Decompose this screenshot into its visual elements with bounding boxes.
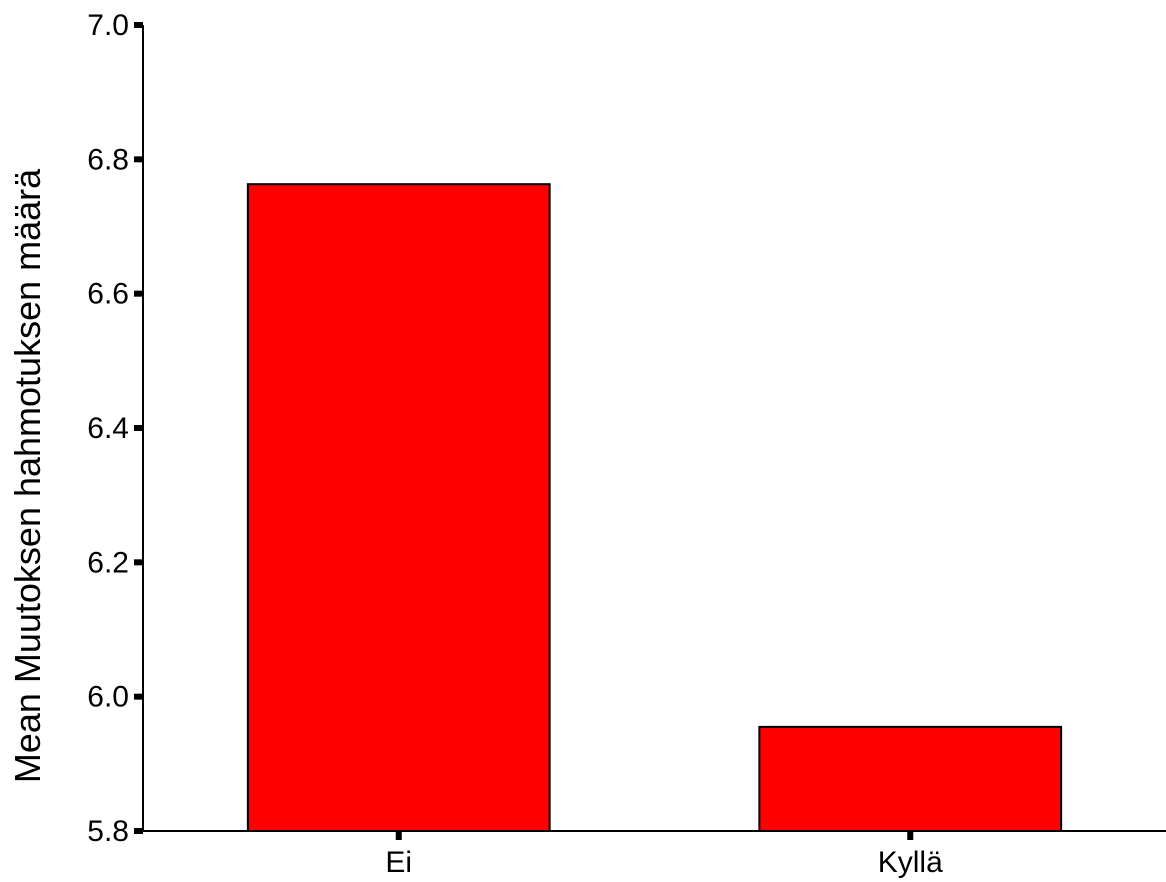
y-tick-label-6: 7.0 [87,9,129,42]
x-tick-mark-0 [395,831,402,840]
y-tick-label-2: 6.2 [87,546,129,579]
y-tick-mark-1 [134,693,143,700]
y-tick-label-1: 6.0 [87,681,129,714]
y-tick-label-3: 6.4 [87,412,129,445]
y-tick-mark-2 [134,559,143,566]
y-tick-label-4: 6.6 [87,278,129,311]
y-tick-mark-4 [134,290,143,297]
x-tick-label-0: Ei [385,846,412,879]
x-tick-label-1: Kyllä [878,846,943,879]
y-tick-mark-0 [134,828,143,834]
bar-1 [758,725,1063,832]
y-tick-mark-6 [134,22,143,28]
y-tick-label-0: 5.8 [87,815,129,848]
x-ticks-group: Ei Kyllä [385,831,943,879]
bars-group [246,183,1063,832]
y-axis-title: Mean Muutoksen hahmotuksen määrä [7,168,48,783]
y-tick-mark-3 [134,425,143,431]
bar-0 [246,183,551,832]
y-tick-mark-5 [134,156,143,163]
y-tick-label-5: 6.8 [87,143,129,176]
y-ticks-group: 5.8 6.0 6.2 6.4 6.6 6.8 7.0 [87,9,143,848]
x-tick-mark-1 [907,831,914,840]
